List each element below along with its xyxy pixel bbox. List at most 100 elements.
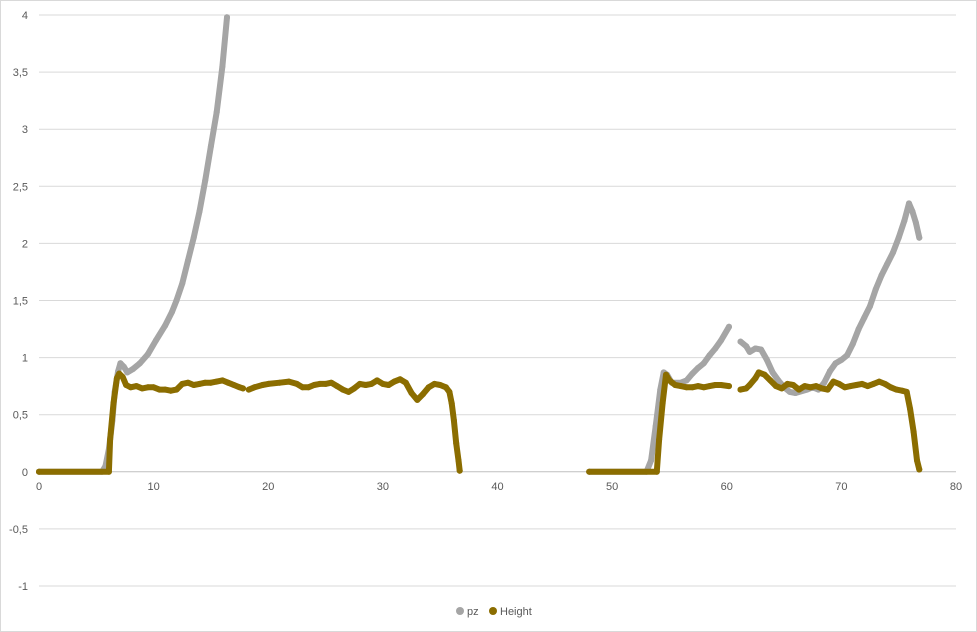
data-point bbox=[110, 400, 117, 407]
data-point bbox=[123, 382, 130, 388]
data-point bbox=[907, 406, 914, 412]
data-point bbox=[824, 386, 831, 393]
x-tick-label: 50 bbox=[606, 481, 618, 493]
data-point bbox=[876, 378, 883, 385]
data-point bbox=[872, 286, 879, 293]
data-point bbox=[864, 383, 871, 390]
data-point bbox=[219, 377, 226, 384]
data-point bbox=[916, 234, 923, 241]
data-point bbox=[196, 208, 203, 215]
data-point bbox=[36, 468, 42, 475]
data-point bbox=[761, 371, 768, 378]
data-point bbox=[718, 337, 724, 344]
data-point bbox=[397, 376, 404, 383]
data-point bbox=[179, 380, 186, 387]
data-point bbox=[450, 417, 457, 424]
data-point bbox=[893, 386, 900, 393]
data-point bbox=[420, 391, 426, 398]
data-point bbox=[173, 297, 180, 304]
data-point bbox=[887, 384, 894, 391]
data-point bbox=[437, 382, 444, 388]
data-point bbox=[251, 384, 258, 391]
data-point bbox=[807, 384, 814, 391]
data-point bbox=[700, 360, 707, 367]
x-tick-label: 30 bbox=[377, 481, 389, 493]
data-point bbox=[456, 467, 463, 474]
data-point bbox=[653, 468, 660, 475]
data-point bbox=[334, 383, 340, 390]
data-point bbox=[185, 379, 191, 386]
series-trace bbox=[737, 200, 923, 396]
data-point bbox=[861, 314, 868, 321]
data-point bbox=[113, 375, 120, 382]
series-trace bbox=[36, 14, 230, 475]
data-point bbox=[881, 380, 888, 387]
data-point bbox=[683, 384, 690, 391]
data-point bbox=[914, 457, 920, 464]
data-point bbox=[841, 384, 848, 391]
data-point bbox=[362, 382, 369, 388]
data-point bbox=[706, 383, 713, 390]
data-point bbox=[130, 366, 136, 372]
data-point bbox=[763, 356, 770, 363]
data-point bbox=[712, 345, 719, 352]
data-point bbox=[726, 383, 732, 390]
data-point bbox=[695, 383, 702, 390]
data-point bbox=[826, 368, 833, 375]
data-point bbox=[351, 385, 358, 392]
data-point bbox=[379, 380, 386, 387]
data-point bbox=[836, 380, 843, 387]
data-point bbox=[219, 63, 226, 70]
data-point bbox=[652, 423, 659, 430]
data-point bbox=[453, 440, 460, 447]
data-point bbox=[838, 356, 845, 363]
data-point bbox=[190, 234, 197, 241]
data-point bbox=[752, 375, 759, 382]
data-point bbox=[737, 386, 744, 393]
data-point bbox=[345, 388, 352, 395]
data-point bbox=[901, 217, 908, 224]
data-point bbox=[152, 337, 159, 344]
data-point bbox=[119, 374, 126, 380]
data-point bbox=[414, 396, 421, 403]
y-tick-label: 2,5 bbox=[13, 181, 28, 193]
data-point bbox=[144, 384, 151, 391]
data-point bbox=[689, 370, 696, 377]
data-point bbox=[173, 386, 180, 393]
data-point bbox=[322, 380, 329, 387]
x-tick-label: 20 bbox=[262, 481, 274, 493]
data-point bbox=[190, 382, 197, 388]
data-point bbox=[778, 385, 785, 392]
data-point bbox=[162, 322, 169, 329]
data-point bbox=[743, 343, 750, 350]
data-point bbox=[775, 377, 782, 384]
data-point bbox=[818, 385, 825, 392]
data-point bbox=[408, 390, 415, 396]
data-point bbox=[659, 400, 666, 407]
y-tick-label: 3,5 bbox=[13, 67, 28, 79]
data-point bbox=[448, 400, 455, 407]
data-point bbox=[790, 382, 797, 388]
data-point bbox=[213, 109, 220, 116]
legend-label-pz: pz bbox=[467, 606, 479, 618]
series-pz bbox=[36, 14, 923, 475]
data-point bbox=[385, 382, 392, 388]
series-trace bbox=[245, 376, 463, 474]
y-tick-label: 2 bbox=[22, 238, 28, 250]
data-point bbox=[339, 386, 346, 393]
data-point bbox=[916, 466, 923, 473]
data-point bbox=[316, 380, 323, 387]
data-point bbox=[305, 384, 312, 391]
x-tick-label: 10 bbox=[148, 481, 160, 493]
series-marks bbox=[36, 14, 923, 475]
data-point bbox=[150, 384, 157, 391]
y-tick-label: 1,5 bbox=[13, 296, 28, 308]
data-point bbox=[311, 382, 318, 388]
data-point bbox=[136, 360, 143, 367]
data-point bbox=[769, 369, 776, 376]
data-point bbox=[726, 323, 732, 330]
data-point bbox=[844, 352, 851, 359]
data-point bbox=[230, 382, 237, 388]
data-point bbox=[293, 380, 300, 387]
data-point bbox=[402, 379, 409, 386]
